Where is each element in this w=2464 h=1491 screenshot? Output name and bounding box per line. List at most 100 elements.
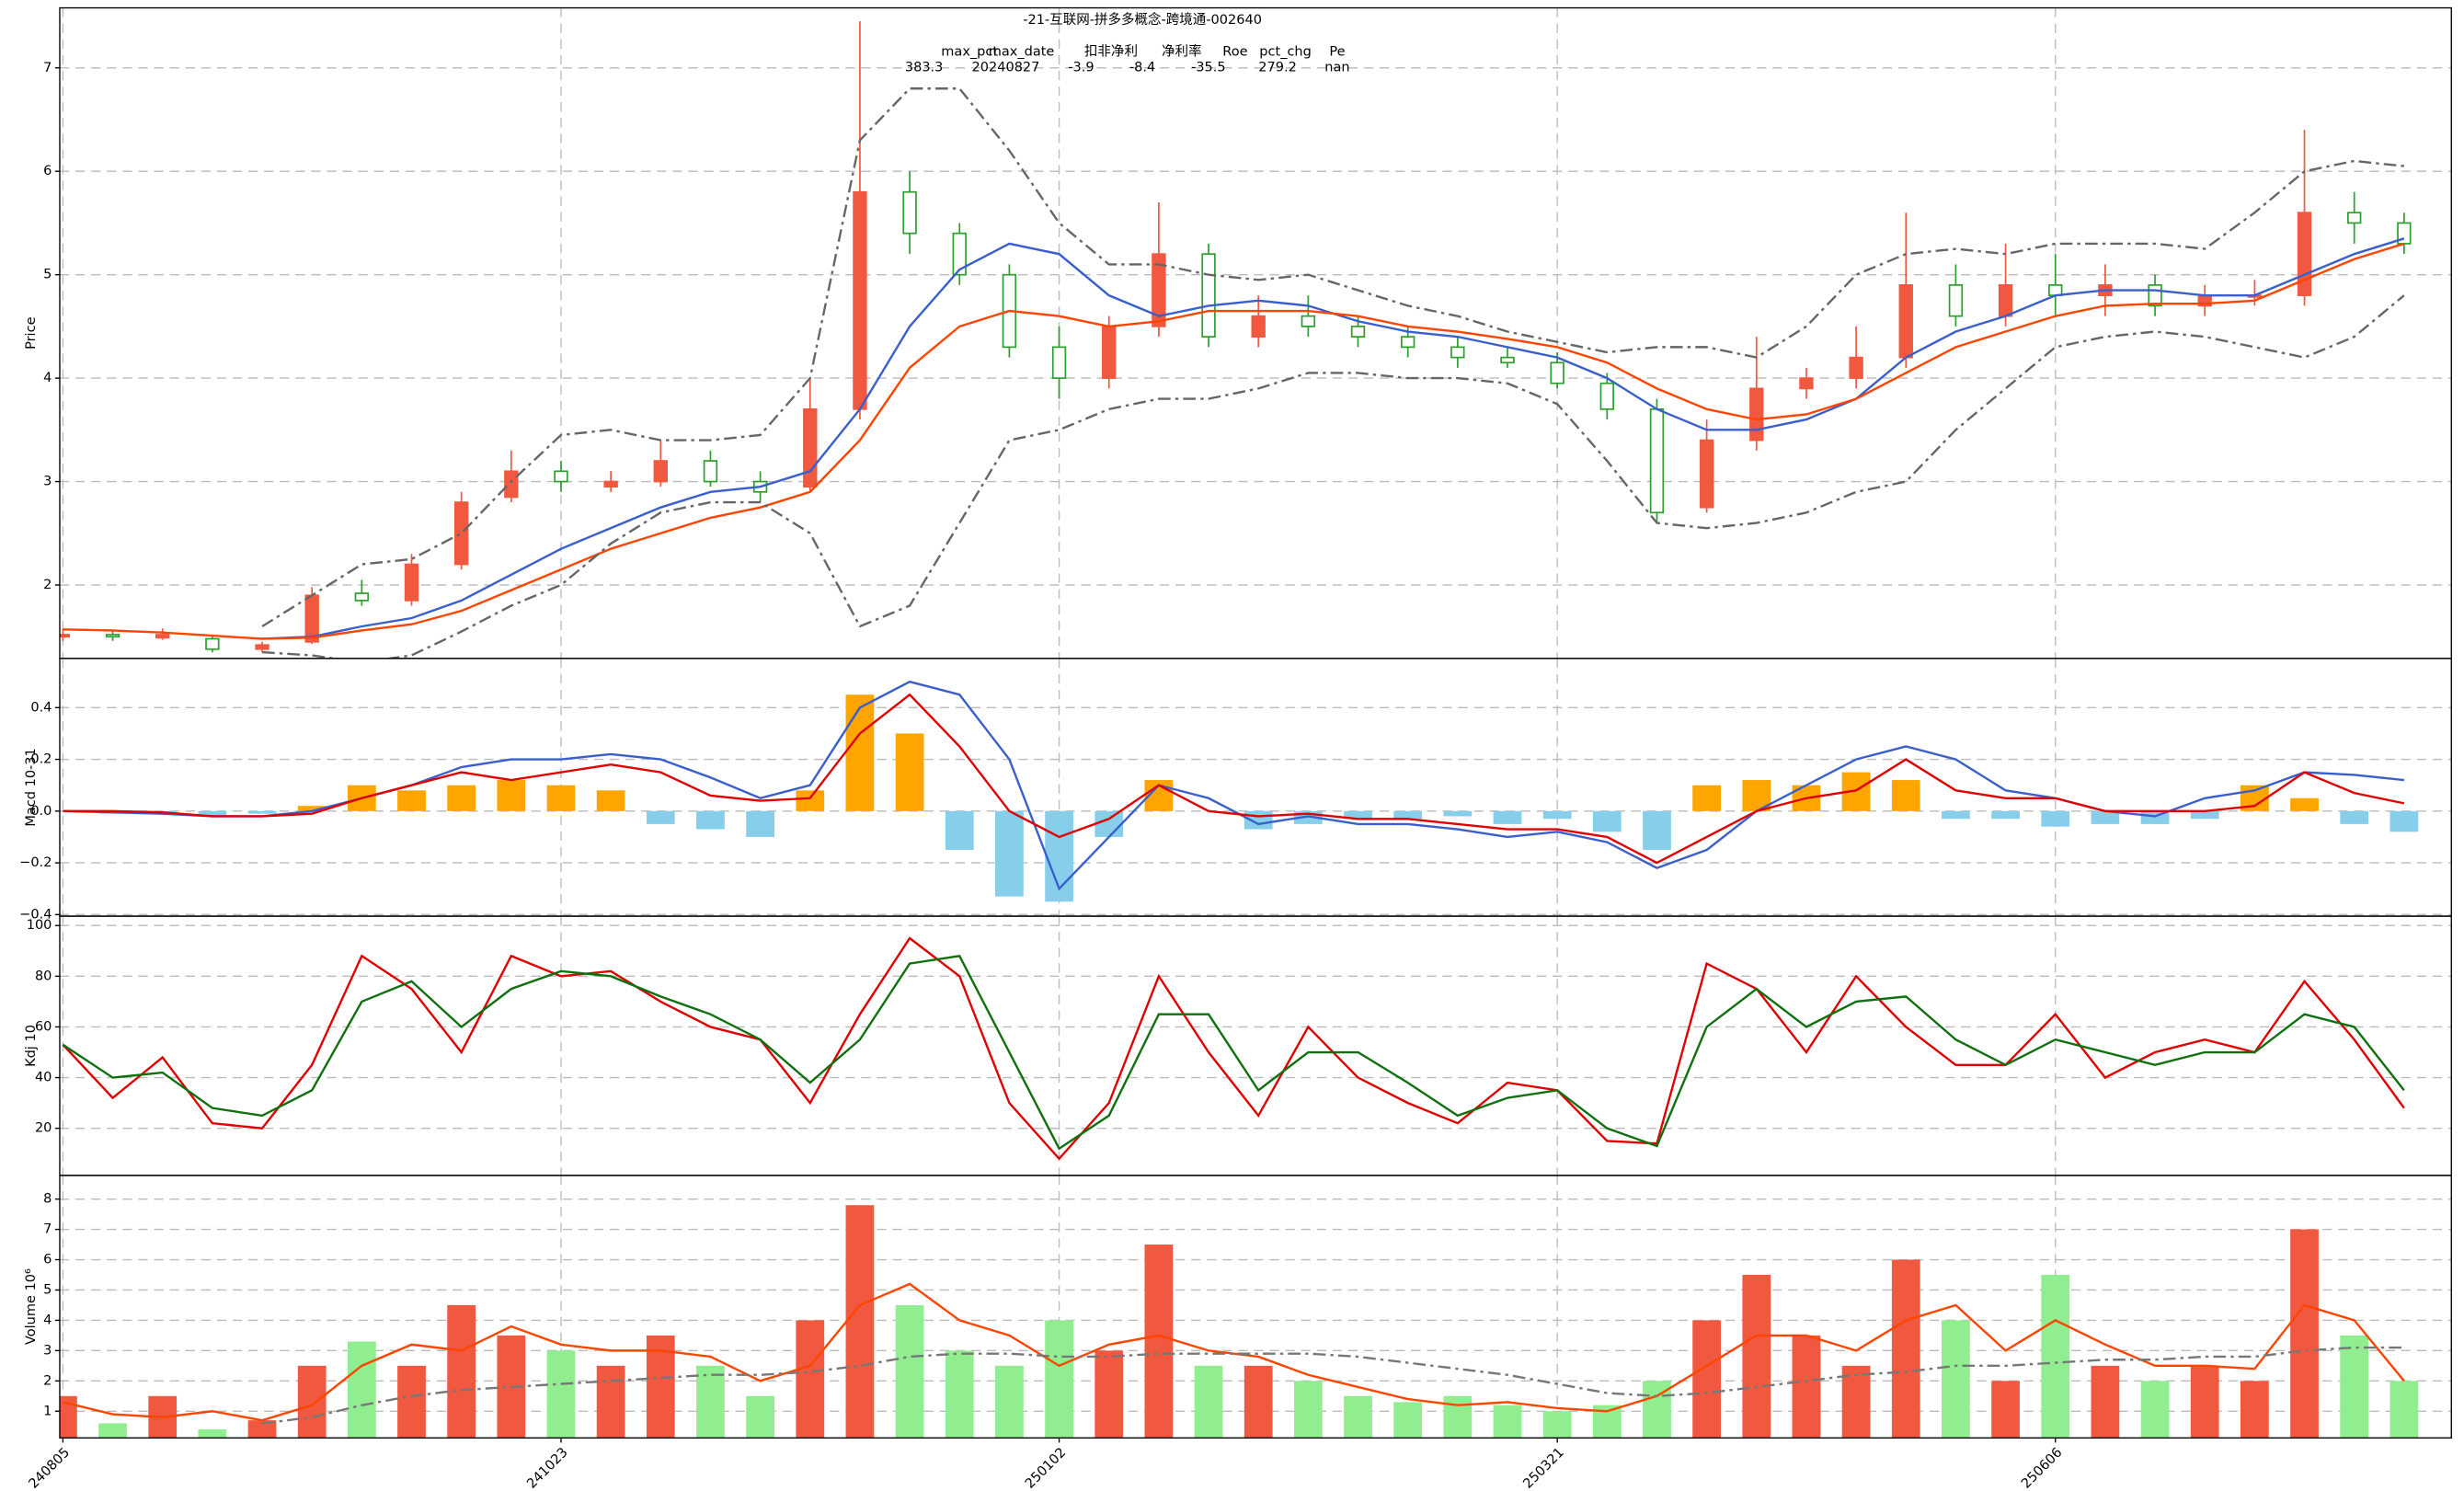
candle-body	[155, 634, 170, 639]
macd-bar	[1891, 780, 1920, 811]
stats-value: -35.5	[1191, 60, 1226, 75]
stats-value: -8.4	[1129, 60, 1155, 75]
stats-value: -3.9	[1068, 60, 1094, 75]
panel-frame	[59, 658, 2452, 917]
macd-bar	[746, 810, 774, 837]
candle-body	[205, 637, 220, 650]
stats-header: 扣非净利	[1084, 43, 1138, 59]
y-tick-label: 6	[43, 164, 52, 178]
y-tick-label: 20	[35, 1121, 52, 1136]
x-tick-label: 250102	[1023, 1445, 1070, 1491]
macd-bar	[1643, 810, 1671, 851]
volume-bar	[1194, 1365, 1223, 1439]
y-tick-label: 7	[43, 61, 52, 75]
macd-bar	[1991, 810, 2020, 820]
y-tick-label: 6	[43, 1253, 52, 1267]
line-series	[261, 294, 2405, 659]
x-tick-label: 240805	[27, 1445, 74, 1491]
macd-bar	[1542, 810, 1572, 820]
macd-bar	[447, 785, 476, 811]
plot-area	[59, 1175, 2452, 1439]
volume-bar	[2140, 1381, 2170, 1439]
y-axis-label: Kdj 10	[24, 1025, 39, 1067]
candle-body	[703, 460, 718, 483]
volume-bar	[98, 1423, 127, 1439]
volume-bar	[945, 1350, 974, 1439]
y-tick-label: 40	[35, 1071, 52, 1085]
macd-bar	[1592, 810, 1622, 832]
line-series	[63, 242, 2405, 640]
candle-body	[603, 480, 618, 488]
volume-bar	[297, 1365, 327, 1439]
macd-bar	[1243, 810, 1273, 830]
volume-bar	[1991, 1381, 2020, 1439]
stats-header: Roe	[1222, 44, 1247, 59]
volume-bar	[1443, 1395, 1473, 1439]
y-tick-label: 3	[43, 1343, 52, 1358]
stats-header: Pe	[1329, 44, 1345, 59]
candle-body	[554, 470, 568, 483]
stats-header: max_date	[989, 44, 1055, 59]
macd-bar	[596, 790, 625, 811]
volume-bar	[845, 1205, 875, 1439]
candle-body	[1898, 284, 1913, 359]
candle-body	[803, 407, 818, 488]
candle-body	[1500, 356, 1515, 364]
candle-body	[1201, 253, 1216, 338]
macd-bar	[2290, 797, 2319, 811]
volume-bar	[198, 1429, 227, 1439]
volume-bar	[796, 1320, 825, 1439]
macd-bar	[497, 780, 526, 811]
macd-bar	[1094, 810, 1124, 837]
volume-bar	[2340, 1335, 2369, 1439]
volume-bar	[696, 1365, 725, 1439]
macd-bar	[2340, 810, 2369, 824]
volume-bar	[596, 1365, 625, 1439]
line-series	[62, 954, 2405, 1151]
candle-body	[1400, 336, 1415, 349]
plot-area	[59, 7, 2452, 659]
volume-bar	[1542, 1411, 1572, 1439]
candle-body	[255, 644, 269, 650]
volume-bar	[1841, 1365, 1871, 1439]
volume-bar	[2041, 1275, 2070, 1439]
volume-bar	[895, 1304, 924, 1439]
candle-body	[1550, 361, 1564, 384]
y-tick-label: 3	[43, 475, 52, 489]
panel-frame	[59, 1175, 2452, 1439]
volume-bar	[2091, 1365, 2120, 1439]
candle-body	[1948, 284, 1964, 317]
candle-body	[653, 460, 668, 483]
stats-value: 20240827	[972, 60, 1040, 75]
macd-bar	[397, 790, 426, 811]
volume-bar	[2240, 1381, 2269, 1439]
volume-bar	[746, 1395, 774, 1439]
candle-body	[902, 190, 917, 235]
volume-bar	[1891, 1259, 1920, 1439]
macd-bar	[696, 810, 725, 830]
candle-body	[1699, 439, 1714, 509]
volume-bar	[1094, 1350, 1124, 1439]
line-series	[261, 87, 2404, 628]
stats-value: 383.3	[905, 60, 944, 75]
macd-bar	[845, 694, 875, 811]
macd-bar	[2041, 810, 2070, 827]
volume-bar	[1692, 1320, 1722, 1439]
candle-body	[2297, 212, 2312, 297]
macd-bar	[198, 810, 227, 817]
volume-bar	[247, 1420, 277, 1439]
y-tick-label: 7	[43, 1222, 52, 1237]
volume-bar	[2390, 1381, 2419, 1439]
y-tick-label: 0.2	[30, 752, 52, 767]
x-tick-label: 250606	[2019, 1445, 2066, 1491]
y-tick-label: 0.0	[30, 804, 52, 819]
line-series	[261, 237, 2405, 640]
macd-bar	[1344, 810, 1372, 820]
macd-bar	[895, 733, 924, 811]
candle-body	[2347, 212, 2362, 224]
line-series	[261, 1346, 2404, 1425]
candle-body	[1051, 346, 1067, 379]
volume-bar	[546, 1350, 576, 1439]
